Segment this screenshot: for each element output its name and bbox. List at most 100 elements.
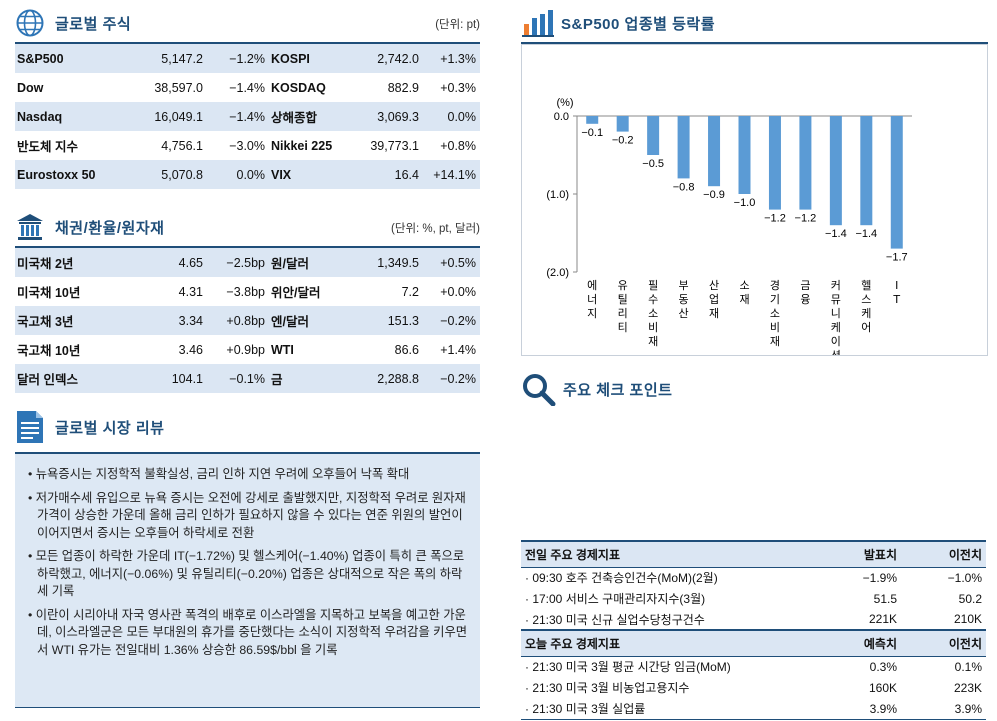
econ-value: 51.5 bbox=[873, 591, 897, 606]
instrument-change: 0.0% bbox=[423, 102, 480, 131]
bar bbox=[799, 116, 812, 210]
bullet-text: 이란이 시리아내 자국 영사관 폭격의 배후로 이스라엘을 지목하고 보복을 예… bbox=[35, 607, 468, 657]
instrument-change: +0.0% bbox=[423, 277, 480, 306]
instrument-value: 882.9 bbox=[361, 73, 423, 102]
review-title: 글로벌 시장 리뷰 bbox=[55, 419, 165, 437]
econ-row: · 21:30 미국 3월 평균 시간당 임금(MoM) 0.3% 0.1% bbox=[521, 656, 986, 677]
instrument-value: 3.46 bbox=[127, 335, 207, 364]
instrument-change: +1.4% bbox=[423, 335, 480, 364]
bar bbox=[647, 116, 660, 155]
review-bullet: • 저가매수세 유입으로 뉴욕 증시는 오전에 강세로 출발했지만, 지정학적 … bbox=[23, 490, 472, 543]
bar bbox=[677, 116, 690, 179]
bullet-dot: • bbox=[28, 607, 36, 622]
review-box: • 뉴욕증시는 지정학적 불확실성, 금리 인하 지연 우려에 오후들어 낙폭 … bbox=[15, 452, 480, 708]
instrument-name: 금 bbox=[269, 364, 361, 393]
unit-label: (%) bbox=[556, 97, 573, 109]
bar bbox=[586, 116, 599, 124]
table-row: 미국채 10년 4.31 −3.8bp 위안/달러 7.2 +0.0% bbox=[15, 277, 480, 306]
instrument-name: 미국채 2년 bbox=[15, 248, 127, 277]
y-tick-label: 0.0 bbox=[554, 111, 569, 123]
global-stocks-table: S&P500 5,147.2 −1.2% KOSPI 2,742.0 +1.3% Dow 38… bbox=[15, 44, 480, 189]
data-label: −0.2 bbox=[612, 135, 634, 147]
instrument-value: 1,349.5 bbox=[361, 248, 423, 277]
econ-row: · 17:00 서비스 구매관리자지수(3월) 51.5 50.2 bbox=[521, 588, 986, 609]
econ-table: 전일 주요 경제지표 발표치 이전치 · 09:30 호주 건축승인건수(MoM)(2… bbox=[521, 540, 986, 719]
bar bbox=[829, 116, 842, 226]
instrument-value: 3.34 bbox=[127, 306, 207, 335]
global-stocks-title: 글로벌 주식 bbox=[55, 15, 132, 33]
instrument-change: +0.9bp bbox=[207, 335, 269, 364]
checkpoint-header: 주요 체크 포인트 bbox=[521, 374, 986, 406]
review-section: 글로벌 시장 리뷰 • 뉴욕증시는 지정학적 불확실성, 금리 인하 지연 우려… bbox=[15, 411, 480, 708]
bullet-dot: • bbox=[28, 467, 36, 481]
category-label: 커뮤니케이션 bbox=[831, 279, 841, 355]
bar-chart-icon bbox=[522, 10, 554, 37]
instrument-change: +14.1% bbox=[423, 160, 480, 189]
econ-indicator: · 21:30 미국 3월 실업률 bbox=[525, 702, 646, 716]
global-stocks-unit: (단위: pt) bbox=[435, 19, 480, 31]
econ-header-cell: 발표치 bbox=[816, 540, 901, 568]
sector-chart-header: S&P500 업종별 등락률 bbox=[521, 8, 988, 38]
data-label: −0.9 bbox=[703, 189, 725, 201]
econ-header-cell: 오늘 주요 경제지표 bbox=[521, 629, 816, 657]
econ-indicator: · 09:30 호주 건축승인건수(MoM)(2월) bbox=[525, 571, 718, 586]
divider bbox=[521, 42, 988, 44]
econ-header-row: 오늘 주요 경제지표 예측치 이전치 bbox=[521, 629, 986, 657]
instrument-change: +0.8% bbox=[423, 131, 480, 160]
globe-icon bbox=[16, 9, 44, 37]
instrument-name: 원/달러 bbox=[269, 248, 361, 277]
instrument-name: WTI bbox=[269, 335, 361, 364]
econ-value: 160K bbox=[868, 680, 897, 695]
instrument-change: −1.2% bbox=[207, 44, 269, 73]
instrument-value: 16.4 bbox=[361, 160, 423, 189]
instrument-value: 104.1 bbox=[127, 364, 207, 393]
bonds-fx-section: 채권/환율/원자재 (단위: %, pt, 달러) 미국채 2년 4.65 −2.5… bbox=[15, 212, 480, 393]
table-row: 국고채 10년 3.46 +0.9bp WTI 86.6 +1.4% bbox=[15, 335, 480, 364]
econ-row: · 21:30 미국 3월 비농업고용지수 160K 223K bbox=[521, 677, 986, 698]
bar bbox=[708, 116, 721, 187]
instrument-value: 2,288.8 bbox=[361, 364, 423, 393]
econ-row: · 21:30 미국 3월 실업률 3.9% 3.9% bbox=[521, 698, 986, 719]
instrument-name: S&P500 bbox=[15, 44, 127, 73]
magnifier-icon bbox=[523, 374, 556, 406]
econ-header-cell: 예측치 bbox=[816, 629, 901, 657]
instrument-change: +0.5% bbox=[423, 248, 480, 277]
checkpoint-section: 주요 체크 포인트 bbox=[521, 374, 986, 406]
econ-indicator: · 21:30 미국 3월 평균 시간당 임금(MoM) bbox=[525, 660, 731, 675]
instrument-change: +0.8bp bbox=[207, 306, 269, 335]
econ-value: 3.9% bbox=[954, 701, 982, 716]
checkpoint-title: 주요 체크 포인트 bbox=[563, 381, 673, 399]
instrument-change: −1.4% bbox=[207, 102, 269, 131]
instrument-name: 위안/달러 bbox=[269, 277, 361, 306]
bar bbox=[768, 116, 781, 210]
bullet-text: 모든 업종이 하락한 가운데 IT(−1.72%) 및 헬스케어(−1.40%)… bbox=[35, 549, 465, 598]
y-tick-label: (2.0) bbox=[546, 267, 569, 279]
econ-value: 0.3% bbox=[869, 659, 897, 674]
econ-value: 223K bbox=[953, 680, 982, 695]
table-row: Dow 38,597.0 −1.4% KOSDAQ 882.9 +0.3% bbox=[15, 73, 480, 102]
instrument-value: 4.65 bbox=[127, 248, 207, 277]
bullet-text: 저가매수세 유입으로 뉴욕 증시는 오전에 강세로 출발했지만, 지정학적 우려… bbox=[35, 490, 466, 540]
bar bbox=[738, 116, 751, 194]
review-bullet: • 뉴욕증시는 지정학적 불확실성, 금리 인하 지연 우려에 오후들어 낙폭 … bbox=[23, 466, 472, 484]
bank-icon bbox=[17, 214, 43, 240]
instrument-value: 38,597.0 bbox=[127, 73, 207, 102]
instrument-value: 2,742.0 bbox=[361, 44, 423, 73]
sector-bar-chart: (%) 0.0 (1.0) (2.0) −0.1 에 너 지 −0.2 유 틸 리 티 −0.5 필 수 소 비 재… bbox=[546, 97, 912, 362]
econ-indicator: · 21:30 미국 3월 비농업고용지수 bbox=[525, 681, 690, 695]
econ-section: 전일 주요 경제지표 발표치 이전치 · 09:30 호주 건축승인건수(MoM)(2… bbox=[521, 540, 986, 720]
data-label: −1.2 bbox=[764, 213, 786, 225]
instrument-change: −0.2% bbox=[423, 364, 480, 393]
econ-header-cell: 이전치 bbox=[901, 540, 986, 568]
instrument-value: 4.31 bbox=[127, 277, 207, 306]
data-label: −0.5 bbox=[642, 158, 664, 170]
instrument-value: 151.3 bbox=[361, 306, 423, 335]
data-label: −0.1 bbox=[581, 127, 603, 139]
